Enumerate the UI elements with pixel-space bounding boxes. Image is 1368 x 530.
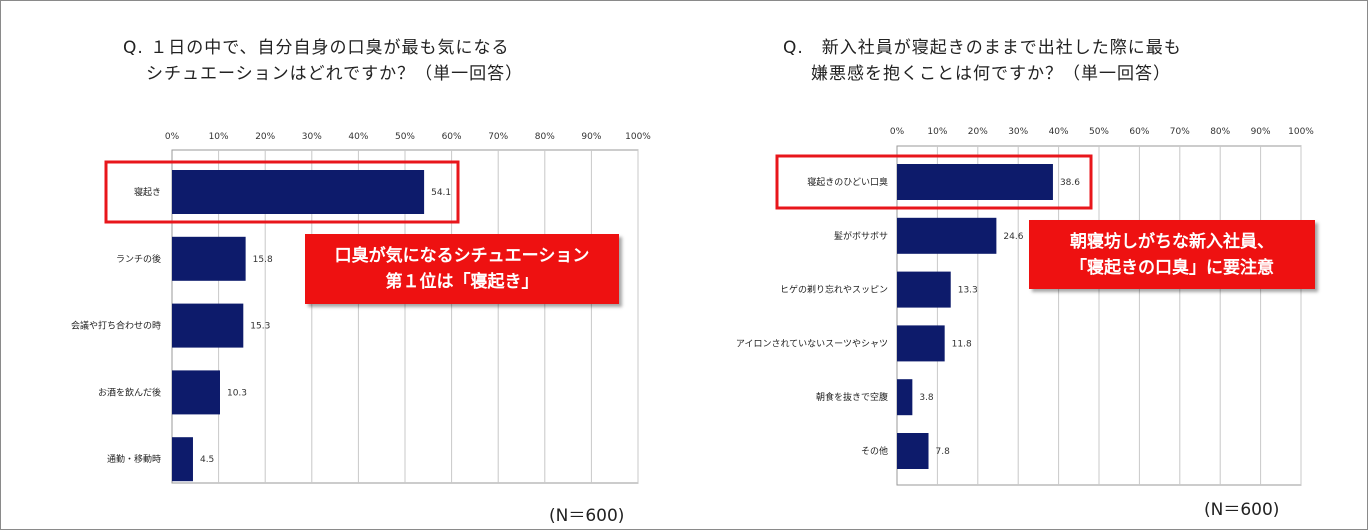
left-tick-label: 40% (348, 132, 368, 142)
right-value-label: 3.8 (919, 393, 934, 403)
left-value-label: 10.3 (227, 388, 247, 398)
right-value-label: 7.8 (936, 447, 951, 457)
left-tick-label: 100% (625, 132, 651, 142)
left-tick-label: 20% (255, 132, 275, 142)
right-tick-label: 60% (1129, 127, 1149, 137)
left-category-label: ランチの後 (116, 253, 161, 265)
right-value-label: 13.3 (958, 286, 978, 296)
right-category-label: アイロンされていないスーツやシャツ (736, 338, 888, 349)
left-callout-line2: 第１位は「寝起き」 (385, 272, 539, 292)
right-callout-box: 朝寝坊しがちな新入社員、 「寝起きの口臭」に要注意 (1029, 220, 1315, 289)
left-tick-label: 10% (209, 132, 229, 142)
right-category-label: 寝起きのひどい口臭 (807, 176, 888, 188)
right-highlight-box (775, 154, 1093, 210)
right-question-line2: 嫌悪感を抱くことは何ですか？（単一回答） (811, 64, 1171, 84)
right-tick-label: 90% (1251, 127, 1271, 137)
right-tick-label: 50% (1089, 127, 1109, 137)
right-tick-label: 10% (927, 127, 947, 137)
right-callout-line2: 「寝起きの口臭」に要注意 (1070, 257, 1274, 278)
left-bar (172, 236, 246, 281)
left-bar (172, 170, 425, 214)
left-tick-label: 80% (535, 132, 555, 142)
right-sample-size: (N＝600) (1204, 500, 1280, 520)
left-category-label: 寝起き (134, 186, 161, 198)
right-question-line1: Q. 新入社員が寝起きのままで出社した際に最も (783, 38, 1182, 58)
left-category-label: 会議や打ち合わせの時 (71, 320, 161, 332)
left-tick-label: 50% (395, 132, 415, 142)
left-category-label: お酒を飲んだ後 (98, 386, 161, 398)
right-bar (897, 217, 997, 254)
left-tick-label: 70% (488, 132, 508, 142)
left-highlight-box (104, 160, 460, 224)
left-bar (172, 437, 193, 482)
right-tick-label: 40% (1049, 127, 1069, 137)
left-tick-label: 60% (442, 132, 462, 142)
right-bar (897, 164, 1053, 200)
left-tick-label: 0% (165, 132, 180, 142)
right-bar (897, 325, 945, 362)
right-category-label: 髪がボサボサ (834, 230, 888, 242)
right-value-label: 38.6 (1060, 178, 1080, 188)
left-tick-label: 90% (581, 132, 601, 142)
left-sample-size: (N＝600) (549, 506, 625, 526)
left-question-line1: Q. １日の中で、自分自身の口臭が最も気になる (123, 38, 510, 58)
right-bar (897, 433, 929, 469)
right-tick-label: 30% (1008, 127, 1028, 137)
right-value-label: 24.6 (1003, 232, 1023, 242)
left-category-label: 通勤・移動時 (107, 453, 161, 465)
left-value-label: 4.5 (200, 455, 214, 465)
right-value-label: 11.8 (952, 339, 972, 349)
right-bar (897, 271, 951, 308)
right-tick-label: 80% (1210, 127, 1230, 137)
right-tick-label: 0% (890, 127, 905, 137)
right-bar (897, 379, 913, 416)
left-bar (172, 370, 220, 415)
left-value-label: 15.8 (253, 255, 273, 265)
right-tick-label: 70% (1170, 127, 1190, 137)
left-callout-line1: 口臭が気になるシチュエーション (334, 246, 590, 266)
left-bar (172, 303, 244, 348)
right-callout-line1: 朝寝坊しがちな新入社員、 (1070, 231, 1274, 252)
right-category-label: 朝食を抜きで空腹 (816, 391, 888, 403)
right-category-label: その他 (861, 445, 888, 457)
right-tick-label: 20% (968, 127, 988, 137)
left-question-line2: シチュエーションはどれですか？（単一回答） (146, 64, 524, 84)
right-category-label: ヒゲの剃り忘れやスッピン (780, 284, 888, 296)
left-value-label: 54.1 (431, 188, 451, 198)
left-tick-label: 30% (302, 132, 322, 142)
right-tick-label: 100% (1288, 127, 1314, 137)
left-value-label: 15.3 (250, 322, 270, 332)
left-callout-box: 口臭が気になるシチュエーション 第１位は「寝起き」 (305, 234, 619, 304)
